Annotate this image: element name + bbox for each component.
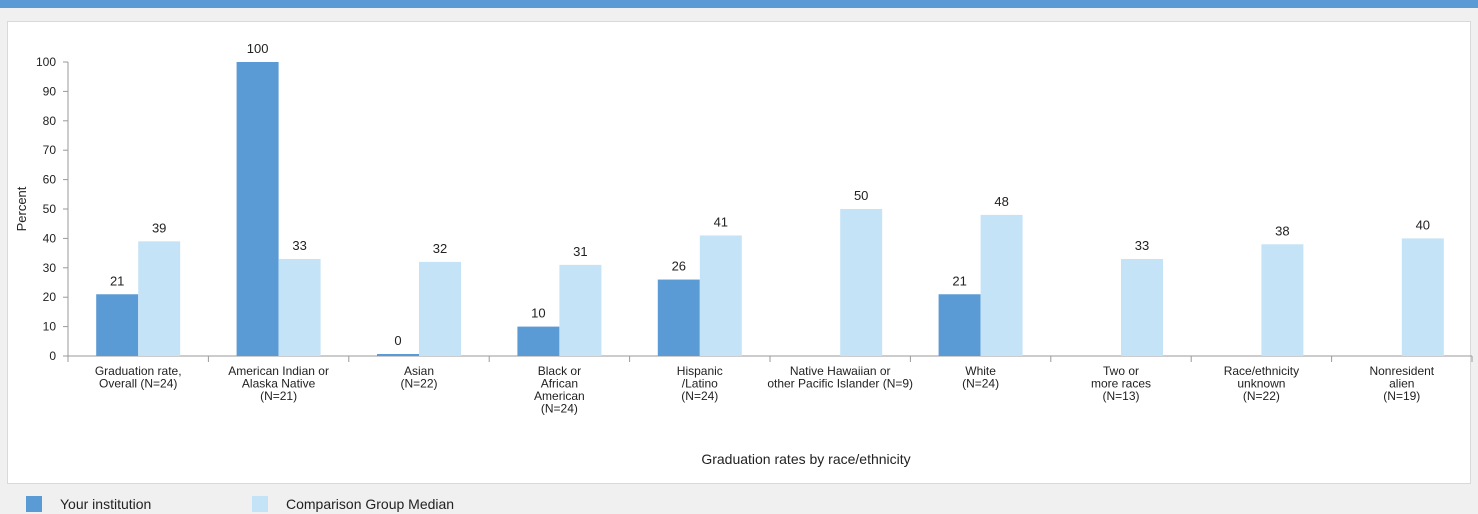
bar-institution [236, 62, 279, 356]
bar-median [840, 209, 883, 356]
y-tick-label: 10 [43, 320, 57, 334]
legend-label-median: Comparison Group Median [286, 496, 455, 512]
x-tick-label: American Indian or [228, 364, 329, 378]
x-tick-label: (N=24) [541, 402, 578, 416]
bar-institution [96, 294, 139, 356]
bar-institution [938, 294, 981, 356]
y-tick-label: 90 [43, 84, 57, 98]
y-tick-label: 40 [43, 231, 57, 245]
y-tick-label: 80 [43, 114, 57, 128]
bar-median [699, 235, 742, 356]
x-tick-label: Black or [538, 364, 581, 378]
data-label: 48 [994, 194, 1008, 209]
data-label: 31 [573, 244, 587, 259]
x-tick-label: more races [1091, 377, 1151, 391]
x-tick-label: other Pacific Islander (N=9) [767, 377, 913, 391]
x-tick-label: (N=24) [962, 377, 999, 391]
data-label: 33 [292, 238, 306, 253]
data-label: 10 [531, 306, 545, 321]
data-label: 40 [1416, 217, 1430, 232]
x-tick-label: Graduation rate, [95, 364, 182, 378]
data-label: 26 [672, 259, 686, 274]
data-label: 21 [110, 273, 124, 288]
data-label: 41 [714, 214, 728, 229]
x-tick-label: Nonresident [1369, 364, 1434, 378]
y-tick-label: 100 [36, 55, 56, 69]
x-tick-label: (N=24) [681, 389, 718, 403]
x-tick-label: (N=19) [1383, 389, 1420, 403]
x-tick-label: Overall (N=24) [99, 377, 177, 391]
x-tick-label: (N=21) [260, 389, 297, 403]
bar-median [559, 264, 602, 356]
x-tick-label: Race/ethnicity [1224, 364, 1299, 378]
x-tick-label: American [534, 389, 585, 403]
bar-median [1261, 244, 1304, 356]
y-tick-label: 30 [43, 261, 57, 275]
x-tick-label: (N=13) [1102, 389, 1139, 403]
data-label: 21 [952, 273, 966, 288]
data-label: 39 [152, 220, 166, 235]
bar-institution [377, 354, 419, 356]
data-label: 0 [394, 333, 401, 348]
bar-median [278, 258, 321, 356]
top-accent-rule [0, 0, 1478, 8]
y-tick-label: 0 [49, 349, 56, 363]
x-tick-label: White [965, 364, 996, 378]
bar-median [138, 241, 181, 356]
x-tick-label: /Latino [682, 377, 718, 391]
x-tick-label: Hispanic [677, 364, 723, 378]
x-tick-label: African [541, 377, 578, 391]
bar-institution [657, 279, 700, 356]
x-tick-label: Two or [1103, 364, 1139, 378]
x-tick-label: unknown [1237, 377, 1285, 391]
y-tick-label: 20 [43, 290, 57, 304]
bar-median [980, 214, 1023, 356]
bar-chart: 0102030405060708090100Percent2139Graduat… [14, 41, 1473, 467]
data-label: 50 [854, 188, 868, 203]
x-tick-label: alien [1389, 377, 1414, 391]
data-label: 100 [247, 41, 269, 56]
y-tick-label: 70 [43, 143, 57, 157]
x-axis-title: Graduation rates by race/ethnicity [701, 451, 910, 467]
chart-legend: Your institution Comparison Group Median [0, 484, 1478, 514]
bar-median [419, 261, 461, 356]
x-tick-label: Asian [404, 364, 434, 378]
y-tick-label: 60 [43, 173, 57, 187]
legend-label-institution: Your institution [60, 496, 152, 512]
data-label: 32 [433, 241, 447, 256]
x-tick-label: (N=22) [400, 377, 437, 391]
bar-median [1401, 238, 1444, 356]
legend-swatch-institution [26, 496, 42, 512]
bar-median [1121, 258, 1163, 356]
legend-item-median: Comparison Group Median [252, 496, 454, 512]
x-tick-label: Native Hawaiian or [790, 364, 891, 378]
bar-institution [517, 326, 560, 356]
x-tick-label: Alaska Native [242, 377, 316, 391]
legend-item-institution: Your institution [26, 496, 151, 512]
legend-swatch-median [252, 496, 268, 512]
data-label: 33 [1135, 238, 1149, 253]
y-tick-label: 50 [43, 202, 57, 216]
x-tick-label: (N=22) [1243, 389, 1280, 403]
y-axis-title: Percent [14, 186, 29, 231]
data-label: 38 [1275, 223, 1289, 238]
